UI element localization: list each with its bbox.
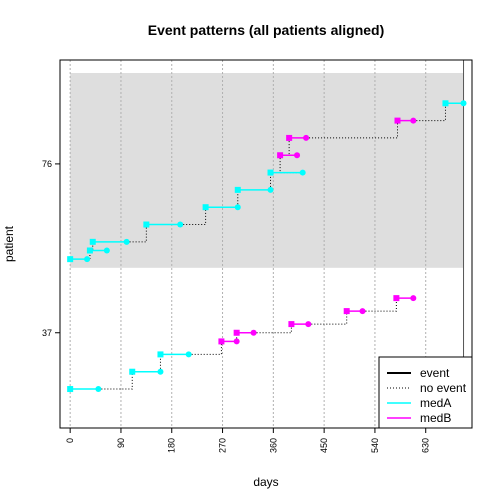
legend-box: [378, 356, 473, 429]
y-axis-label: patient: [2, 225, 16, 262]
medB-start-marker: [277, 152, 284, 159]
medA-start-marker: [143, 221, 150, 228]
medB-end-marker: [410, 295, 417, 302]
medB-end-marker: [359, 308, 366, 315]
medA-end-marker: [460, 100, 467, 107]
medB-end-marker: [305, 321, 312, 328]
medA-end-marker: [234, 204, 241, 211]
y-tick-label: 37: [42, 328, 52, 338]
gap-connector: [188, 341, 222, 355]
medA-end-marker: [84, 256, 91, 263]
medA-start-marker: [86, 247, 93, 254]
medA-end-marker: [185, 351, 192, 358]
medB-end-marker: [233, 338, 240, 345]
medB-start-marker: [286, 134, 293, 141]
medB-end-marker: [410, 117, 417, 124]
medA-end-marker: [95, 386, 102, 393]
medA-end-marker: [267, 186, 274, 193]
gap-connector: [306, 120, 399, 139]
medA-end-marker: [103, 247, 110, 254]
medB-start-marker: [218, 338, 225, 345]
medB-start-marker: [288, 321, 295, 328]
gap-connector: [308, 311, 348, 325]
plot-frame: [59, 59, 473, 429]
y-axis-ticks: 37 76: [42, 159, 60, 338]
medA-start-marker: [89, 238, 96, 245]
medA-start-marker: [267, 169, 274, 176]
y-tick-label: 76: [42, 159, 52, 169]
medB-start-marker: [393, 295, 400, 302]
x-tick-label: 360: [268, 438, 278, 453]
medA-start-marker: [157, 351, 164, 358]
legend-label-event: event: [420, 366, 450, 380]
highlight-band: [70, 72, 464, 268]
gap-connector: [126, 224, 147, 243]
medB-end-marker: [250, 329, 257, 336]
x-axis-ticks: 0 90 180 270 360 450 540 630: [65, 428, 431, 453]
medA-end-marker: [299, 169, 306, 176]
legend-label-meda: medA: [420, 396, 451, 410]
medB-start-marker: [233, 329, 240, 336]
medication-segments: [67, 100, 467, 393]
medA-start-marker: [67, 256, 74, 263]
x-tick-label: 180: [167, 438, 177, 453]
x-tick-label: 270: [218, 438, 228, 453]
medA-start-marker: [202, 204, 209, 211]
chart-title: Event patterns (all patients aligned): [148, 22, 385, 38]
legend-label-no-event: no event: [420, 381, 467, 395]
gap-connector: [98, 371, 133, 390]
medB-start-marker: [343, 308, 350, 315]
medA-start-marker: [67, 386, 74, 393]
grid-lines: [69, 60, 427, 428]
medB-start-marker: [394, 117, 401, 124]
x-tick-label: 630: [421, 438, 431, 453]
medB-end-marker: [294, 152, 301, 159]
medA-start-marker: [234, 186, 241, 193]
x-tick-label: 90: [116, 438, 126, 448]
medA-start-marker: [129, 368, 136, 375]
gap-connector: [253, 324, 292, 334]
medB-end-marker: [303, 134, 310, 141]
medA-end-marker: [157, 368, 164, 375]
medA-end-marker: [123, 238, 130, 245]
gap-connector: [362, 298, 397, 312]
medA-start-marker: [442, 100, 449, 107]
x-axis-label: days: [253, 475, 278, 489]
x-tick-label: 450: [319, 438, 329, 453]
x-tick-label: 0: [65, 438, 75, 443]
gap-connector: [180, 207, 207, 226]
medA-end-marker: [177, 221, 184, 228]
legend: event no event medA medB: [378, 356, 473, 429]
legend-label-medb: medB: [420, 411, 451, 425]
x-tick-label: 540: [370, 438, 380, 453]
